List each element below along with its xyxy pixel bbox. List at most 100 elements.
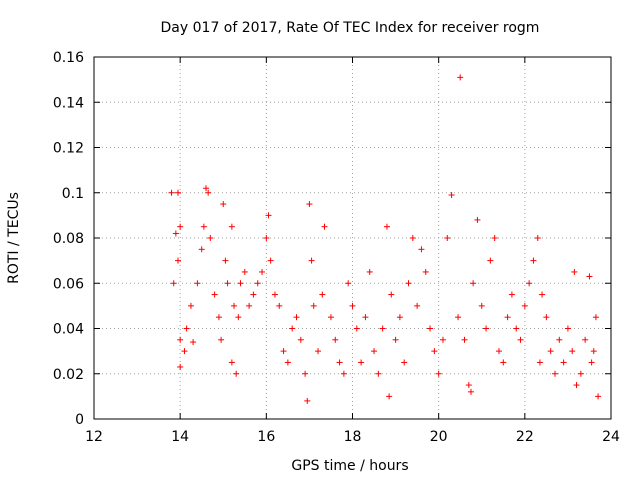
data-point bbox=[203, 185, 210, 192]
data-point bbox=[215, 314, 222, 321]
y-axis-label: ROTI / TECUs bbox=[6, 192, 22, 284]
data-point bbox=[263, 235, 270, 241]
data-point bbox=[177, 363, 184, 370]
y-tick-label: 0.02 bbox=[53, 367, 84, 383]
data-point bbox=[582, 336, 589, 343]
data-point bbox=[409, 235, 416, 241]
data-point bbox=[170, 280, 177, 287]
data-point bbox=[276, 302, 283, 309]
data-point bbox=[304, 397, 311, 404]
data-point bbox=[237, 280, 244, 287]
y-tick-label: 0.16 bbox=[53, 50, 84, 66]
data-point bbox=[571, 268, 578, 275]
data-point bbox=[530, 257, 537, 264]
data-point bbox=[564, 325, 571, 332]
data-point bbox=[414, 302, 421, 309]
data-point bbox=[444, 235, 451, 241]
data-point bbox=[478, 302, 485, 309]
data-point bbox=[181, 348, 188, 355]
data-point bbox=[250, 291, 257, 298]
chart-title: Day 017 of 2017, Rate Of TEC Index for r… bbox=[161, 20, 540, 36]
x-axis-label: GPS time / hours bbox=[291, 458, 408, 474]
data-point bbox=[228, 223, 235, 230]
grid-lines bbox=[94, 57, 611, 419]
data-point bbox=[383, 223, 390, 230]
data-point bbox=[543, 314, 550, 321]
data-point bbox=[392, 336, 399, 343]
y-tick-label: 0.1 bbox=[62, 186, 84, 202]
data-point bbox=[401, 359, 408, 366]
data-point bbox=[539, 291, 546, 298]
data-point bbox=[259, 268, 266, 275]
data-point bbox=[465, 382, 472, 389]
data-point bbox=[573, 382, 580, 389]
data-point bbox=[483, 325, 490, 332]
data-point bbox=[267, 257, 274, 264]
data-point bbox=[222, 257, 229, 264]
x-tick-label: 18 bbox=[344, 429, 362, 445]
x-tick-label: 12 bbox=[85, 429, 103, 445]
y-tick-label: 0.14 bbox=[53, 95, 84, 111]
data-point bbox=[467, 388, 474, 395]
data-point bbox=[508, 291, 515, 298]
data-point bbox=[220, 201, 227, 208]
data-point bbox=[289, 325, 296, 332]
data-point bbox=[177, 223, 184, 230]
data-point bbox=[306, 201, 313, 208]
data-point bbox=[235, 314, 242, 321]
data-point bbox=[595, 393, 602, 400]
data-point bbox=[254, 280, 261, 287]
data-point bbox=[336, 359, 343, 366]
data-point bbox=[327, 314, 334, 321]
data-point bbox=[349, 302, 356, 309]
y-tick-label: 0 bbox=[75, 412, 84, 428]
y-tick-label: 0.12 bbox=[53, 141, 84, 157]
data-point bbox=[308, 257, 315, 264]
data-point bbox=[439, 336, 446, 343]
data-point bbox=[194, 280, 201, 287]
data-point bbox=[280, 348, 287, 355]
data-point bbox=[207, 235, 214, 241]
data-point bbox=[521, 302, 528, 309]
data-point bbox=[371, 348, 378, 355]
data-point bbox=[321, 223, 328, 230]
axis-ticks: 12 14 16 18 20 22 24 0 0.02 0.04 0.06 0.08 0.1 0.12 0.… bbox=[53, 50, 620, 445]
data-point bbox=[448, 192, 455, 199]
data-point bbox=[427, 325, 434, 332]
data-point bbox=[172, 230, 179, 237]
data-point bbox=[396, 314, 403, 321]
data-point bbox=[474, 216, 481, 223]
data-point bbox=[388, 291, 395, 298]
data-point bbox=[297, 336, 304, 343]
data-point bbox=[231, 302, 238, 309]
data-point bbox=[536, 359, 543, 366]
data-point bbox=[293, 314, 300, 321]
data-point bbox=[470, 280, 477, 287]
data-point bbox=[302, 370, 309, 377]
data-point bbox=[175, 189, 182, 196]
data-point bbox=[224, 280, 231, 287]
data-point bbox=[592, 314, 599, 321]
data-point bbox=[375, 370, 382, 377]
data-point bbox=[513, 325, 520, 332]
data-point bbox=[198, 246, 205, 253]
data-point bbox=[386, 393, 393, 400]
data-point bbox=[586, 273, 593, 280]
data-point bbox=[418, 246, 425, 253]
data-point bbox=[200, 223, 207, 230]
data-point bbox=[491, 235, 498, 241]
data-point bbox=[358, 359, 365, 366]
data-point bbox=[332, 336, 339, 343]
data-point bbox=[271, 291, 278, 298]
data-point bbox=[405, 280, 412, 287]
x-tick-label: 16 bbox=[257, 429, 275, 445]
data-point bbox=[556, 336, 563, 343]
plot-frame bbox=[93, 56, 612, 420]
data-point bbox=[177, 336, 184, 343]
data-point bbox=[517, 336, 524, 343]
data-point bbox=[246, 302, 253, 309]
data-point bbox=[547, 348, 554, 355]
data-point bbox=[379, 325, 386, 332]
data-point bbox=[526, 280, 533, 287]
data-point bbox=[353, 325, 360, 332]
